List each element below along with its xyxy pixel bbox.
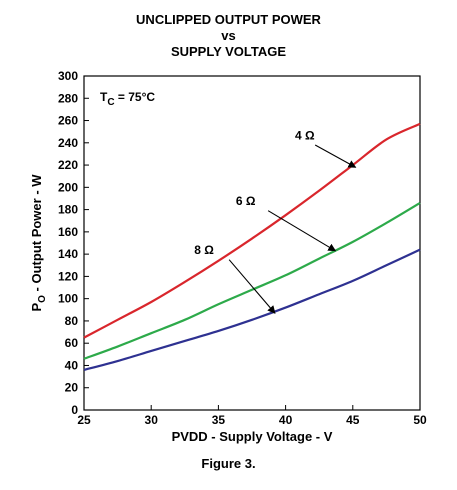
- y-tick-label: 280: [58, 91, 78, 105]
- chart-title-line-3: SUPPLY VOLTAGE: [170, 44, 287, 59]
- series-line-2: [83, 201, 421, 360]
- y-tick-label: 120: [58, 269, 78, 283]
- series-lines: [83, 122, 421, 371]
- figure-caption: Figure 3.: [201, 456, 256, 471]
- chart-title-line-2: vs: [221, 28, 236, 43]
- series-pointer-arrow-1: [314, 144, 357, 168]
- y-tick-label: 220: [58, 158, 78, 172]
- series-line-1: [83, 122, 421, 339]
- x-tick-label: 45: [346, 413, 360, 427]
- y-tick-label: 0: [71, 403, 78, 417]
- x-tick-label: 30: [145, 413, 159, 427]
- x-tick-label: 35: [212, 413, 226, 427]
- y-axis-label: PO - Output Power - W: [29, 174, 48, 312]
- chart-title-line-1: UNCLIPPED OUTPUT POWER: [136, 12, 321, 27]
- series-label-2: 6 Ω: [236, 194, 256, 208]
- x-tick-label: 50: [413, 413, 427, 427]
- y-axis: 0 20 40 60 80 100 120 140 160 180 200 220 240 260 280 3…: [58, 69, 89, 417]
- x-axis-label: PVDD - Supply Voltage - V: [172, 429, 333, 444]
- y-tick-label: 100: [58, 292, 78, 306]
- y-tick-label: 40: [65, 358, 79, 372]
- y-tick-label: 80: [65, 314, 79, 328]
- series-line-3: [83, 248, 421, 371]
- series-label-3: 8 Ω: [194, 243, 214, 257]
- y-tick-label: 300: [58, 69, 78, 83]
- y-tick-label: 160: [58, 225, 78, 239]
- y-tick-label: 140: [58, 247, 78, 261]
- y-tick-label: 260: [58, 114, 78, 128]
- y-tick-label: 180: [58, 203, 78, 217]
- plot-frame: [83, 75, 421, 411]
- series-annotations: 4 Ω 6 Ω 8 Ω: [194, 128, 357, 314]
- series-label-1: 4 Ω: [295, 128, 315, 142]
- x-axis: 25 30 35 40 45 50: [77, 405, 427, 427]
- series-pointer-arrow-3: [228, 259, 276, 314]
- x-tick-label: 25: [77, 413, 91, 427]
- x-tick-label: 40: [279, 413, 293, 427]
- y-tick-label: 240: [58, 136, 78, 150]
- y-tick-label: 20: [65, 381, 79, 395]
- line-chart: 25 30 35 40 45 50 0 20 40 60 80 100 120 140 160 180 200…: [29, 69, 427, 444]
- y-tick-label: 60: [65, 336, 79, 350]
- condition-label: TC = 75°C: [100, 90, 155, 108]
- y-tick-label: 200: [58, 180, 78, 194]
- series-pointer-arrow-2: [267, 210, 337, 252]
